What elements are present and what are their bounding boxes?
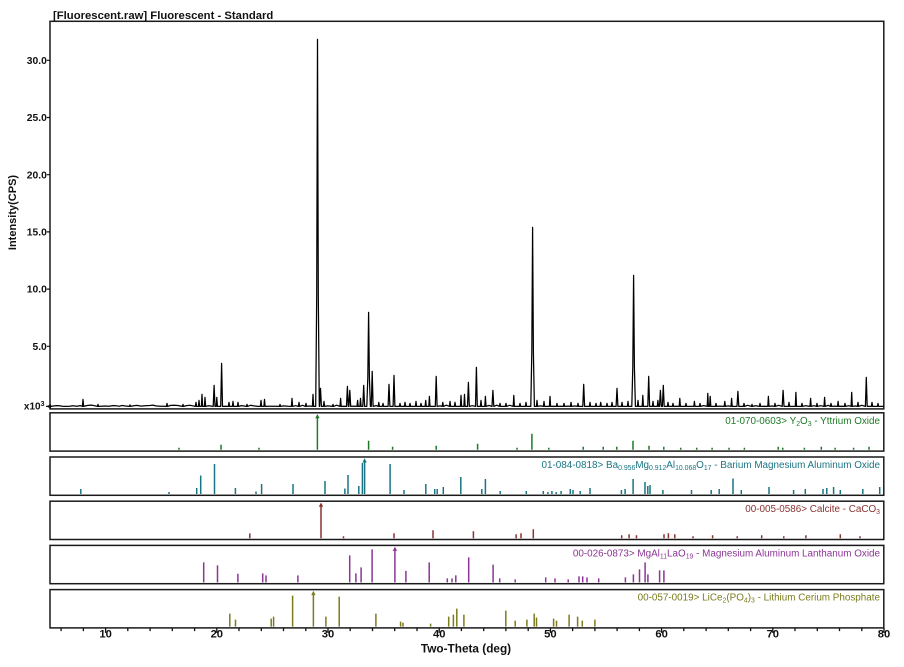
- svg-text:Intensity(CPS): Intensity(CPS): [7, 175, 19, 251]
- svg-text:20: 20: [211, 629, 223, 641]
- svg-text:Two-Theta (deg): Two-Theta (deg): [421, 642, 511, 656]
- svg-text:[Fluorescent.raw] Fluorescent: [Fluorescent.raw] Fluorescent - Standard: [53, 10, 273, 22]
- svg-text:30: 30: [322, 629, 334, 641]
- svg-text:5.0: 5.0: [32, 342, 47, 353]
- svg-text:10.0: 10.0: [27, 285, 47, 296]
- svg-text:15.0: 15.0: [27, 228, 47, 239]
- svg-text:00-057-0019> LiCe2(PO4)3 - Lit: 00-057-0019> LiCe2(PO4)3 - Lithium Ceriu…: [638, 593, 881, 605]
- svg-text:25.0: 25.0: [27, 113, 47, 124]
- svg-text:x103: x103: [24, 401, 45, 413]
- svg-text:80: 80: [878, 629, 890, 641]
- svg-text:01-084-0818> Ba0.956Mg0.912Al1: 01-084-0818> Ba0.956Mg0.912Al10.068O17 -…: [541, 460, 880, 472]
- svg-text:60: 60: [655, 629, 667, 641]
- svg-text:10: 10: [99, 629, 111, 641]
- svg-text:00-026-0873> MgAl11LaO19 - Mag: 00-026-0873> MgAl11LaO19 - Magnesium Alu…: [573, 548, 881, 560]
- svg-text:20.0: 20.0: [27, 170, 47, 181]
- svg-text:01-070-0603> Y2O3 - Yttrium Ox: 01-070-0603> Y2O3 - Yttrium Oxide: [725, 416, 880, 428]
- svg-text:70: 70: [767, 629, 779, 641]
- svg-text:00-005-0586> Calcite - CaCO3: 00-005-0586> Calcite - CaCO3: [745, 504, 880, 516]
- svg-text:40: 40: [433, 629, 445, 641]
- svg-text:30.0: 30.0: [27, 56, 47, 67]
- svg-text:50: 50: [544, 629, 556, 641]
